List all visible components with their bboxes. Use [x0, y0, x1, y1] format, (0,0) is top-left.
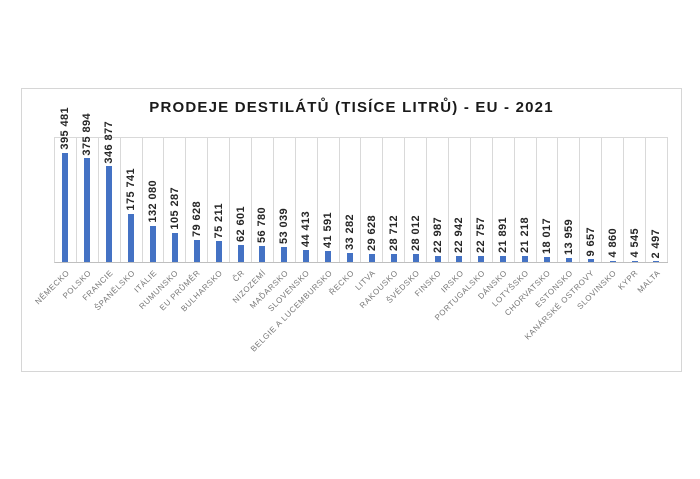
bar — [544, 257, 551, 262]
category-slot: 21 218 LOTYŠSKO — [491, 138, 537, 309]
value-label: 21 218 — [519, 217, 532, 254]
value-label: 29 628 — [365, 214, 378, 251]
bar — [609, 260, 616, 262]
bar — [106, 166, 113, 262]
category-slot: 13 959 ESTONSKO — [534, 138, 581, 309]
value-label: 22 757 — [475, 216, 488, 253]
category-slot: 28 012 ŠVÉDSKO — [385, 138, 428, 305]
value-label: 346 877 — [103, 120, 116, 164]
bar — [128, 213, 135, 262]
value-label: 53 039 — [278, 208, 291, 245]
value-label: 132 080 — [146, 180, 159, 223]
value-label: 56 780 — [256, 207, 269, 244]
value-label: 4 860 — [606, 228, 619, 258]
chart-title: PRODEJE DESTILÁTŮ (TISÍCE LITRŮ) - EU - … — [149, 99, 554, 116]
bar — [434, 255, 441, 262]
category-slot: 22 987 FINSKO — [413, 138, 450, 298]
category-slot: 21 891 DÁNSKO — [476, 138, 515, 301]
value-label: 2 497 — [650, 228, 663, 259]
category-label: ČR — [230, 268, 247, 284]
value-label: 175 741 — [125, 168, 138, 211]
bar — [456, 255, 463, 262]
value-label: 13 959 — [562, 219, 575, 256]
category-slot: 29 628 LITVA — [354, 138, 384, 292]
value-label: 375 894 — [81, 112, 94, 156]
category-slot: 4 860 SLOVINSKO — [575, 138, 625, 311]
value-label: 22 987 — [431, 216, 444, 253]
value-label: 18 017 — [540, 218, 553, 255]
bar — [478, 255, 485, 262]
category-slot: 2 497 MALTA — [636, 138, 668, 295]
value-label: 21 891 — [497, 216, 510, 253]
bar — [347, 252, 354, 262]
value-label: 9 657 — [584, 226, 597, 257]
category-slot: 395 481 NĚMECKO — [33, 107, 77, 306]
value-label: 62 601 — [234, 205, 247, 242]
bar — [653, 261, 660, 262]
bar — [631, 260, 638, 262]
bar — [281, 247, 288, 262]
bar — [303, 249, 310, 262]
value-label: 79 628 — [190, 201, 203, 238]
value-label: 22 942 — [453, 216, 466, 253]
bar — [565, 258, 572, 262]
bar — [193, 240, 200, 262]
value-label: 4 545 — [628, 228, 641, 258]
plot-area: 395 481 NĚMECKO 375 894 POLSKO 346 877 FRANCI… — [33, 107, 668, 354]
category-slot: 346 877 FRANCIE — [81, 121, 121, 302]
category-slot: 132 080 ITÁLIE — [132, 138, 165, 295]
bar — [412, 254, 419, 262]
category-slot: 18 017 CHORVATSKO — [503, 138, 559, 318]
bar — [500, 255, 507, 262]
bar — [62, 153, 69, 262]
value-label: 41 591 — [322, 211, 335, 248]
category-slot: 53 039 MAĎARSKO — [248, 138, 296, 310]
bar — [390, 254, 397, 262]
value-label: 44 413 — [300, 210, 313, 247]
bar — [587, 259, 594, 262]
value-label: 395 481 — [59, 107, 72, 151]
value-label: 33 282 — [343, 213, 356, 250]
bar — [150, 225, 156, 262]
bar — [325, 250, 332, 262]
category-slot: 9 657 KANÁRSKÉ OSTROVY — [523, 138, 603, 341]
category-slot: 175 741 ŠPANĚLSKO — [93, 138, 143, 312]
category-label: MALTA — [635, 268, 663, 295]
category-slot: 105 287 RUMUNSKO — [138, 138, 187, 311]
category-slot: 75 211 BULHARSKO — [179, 138, 231, 313]
category-slot: 28 712 RAKOUSKO — [358, 138, 406, 310]
bar — [522, 256, 529, 262]
category-slot: 4 545 KYPR — [617, 138, 647, 292]
bar — [237, 244, 244, 262]
value-label: 28 012 — [409, 215, 422, 252]
bar — [259, 246, 266, 262]
category-slot: 79 628 EU PRŮMĚR — [158, 138, 209, 312]
bar — [368, 253, 375, 262]
category-slot: 41 591 BELGIE A LUCEMBURSKO — [249, 138, 340, 354]
bar — [171, 232, 178, 262]
bar — [84, 158, 91, 262]
bar — [215, 241, 222, 262]
category-slot: 56 780 NIZOZEMÍ — [231, 138, 274, 305]
category-slot: 22 757 PORTUGALSKO — [433, 138, 493, 322]
category-slot: 375 894 POLSKO — [61, 113, 99, 300]
value-label: 28 712 — [387, 215, 400, 252]
value-label: 105 287 — [168, 187, 181, 230]
category-slot: 62 601 ČR — [230, 138, 253, 284]
category-slot: 44 413 SLOVENSKO — [267, 138, 318, 313]
category-slot: 33 282 ŘECKO — [327, 138, 362, 297]
bar-chart-frame: PRODEJE DESTILÁTŮ (TISÍCE LITRŮ) - EU - … — [21, 88, 682, 372]
category-slot: 22 942 IRSKO — [439, 138, 471, 294]
value-label: 75 211 — [212, 202, 225, 239]
